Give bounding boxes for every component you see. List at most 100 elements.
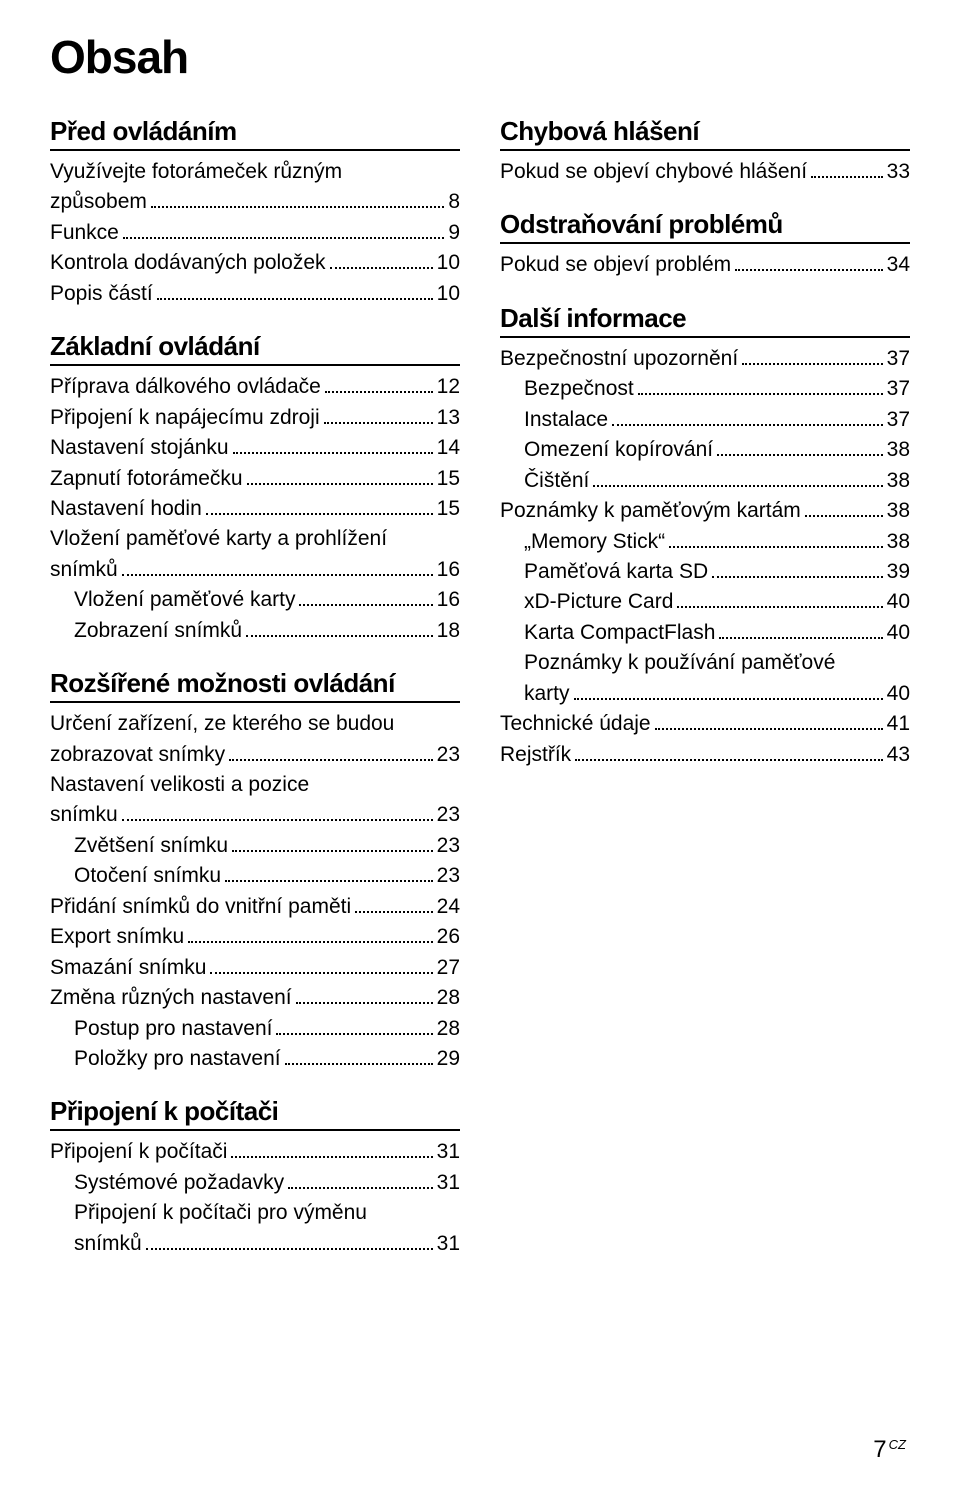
toc-leader-dots xyxy=(325,374,433,393)
toc-label: Kontrola dodávaných položek xyxy=(50,248,326,278)
toc-label: zobrazovat snímky xyxy=(50,740,225,770)
toc-leader-dots xyxy=(574,681,883,700)
toc-label: Pokud se objeví problém xyxy=(500,250,731,280)
toc-page: 23 xyxy=(437,831,460,861)
toc-leader-dots xyxy=(355,894,433,913)
toc-entry: Zapnutí fotorámečku15 xyxy=(50,464,460,494)
toc-leader-dots xyxy=(247,466,433,485)
toc-leader-dots xyxy=(206,496,433,515)
toc-label: Pokud se objeví chybové hlášení xyxy=(500,157,807,187)
toc-leader-dots xyxy=(575,742,882,761)
toc-entry: Poznámky k paměťovým kartám38 xyxy=(500,496,910,526)
toc-entry: snímků16 xyxy=(50,555,460,585)
toc-page: 37 xyxy=(887,374,910,404)
toc-label: xD-Picture Card xyxy=(524,587,673,617)
toc-label: Připojení k napájecímu zdroji xyxy=(50,403,320,433)
toc-label: Bezpečnostní upozornění xyxy=(500,344,738,374)
toc-page: 10 xyxy=(437,279,460,309)
toc-entry: Nastavení stojánku14 xyxy=(50,433,460,463)
toc-page: 37 xyxy=(887,344,910,374)
page-footer: 7CZ xyxy=(873,1436,906,1464)
toc-entry: „Memory Stick“38 xyxy=(500,527,910,557)
toc-entry: xD-Picture Card40 xyxy=(500,587,910,617)
toc-leader-dots xyxy=(811,159,883,178)
toc-entry: Export snímku26 xyxy=(50,922,460,952)
toc-leader-dots xyxy=(157,281,433,300)
toc-page: 40 xyxy=(887,618,910,648)
toc-entry: Pokud se objeví chybové hlášení 33 xyxy=(500,157,910,187)
toc-label: „Memory Stick“ xyxy=(524,527,665,557)
toc-entry: Nastavení hodin15 xyxy=(50,494,460,524)
toc-label: Otočení snímku xyxy=(74,861,221,891)
section-heading: Chybová hlášení xyxy=(500,116,910,151)
toc-page: 18 xyxy=(437,616,460,646)
toc-leader-dots xyxy=(735,253,883,272)
section-heading: Odstraňování problémů xyxy=(500,209,910,244)
toc-label: Položky pro nastavení xyxy=(74,1044,281,1074)
toc-page: 29 xyxy=(437,1044,460,1074)
toc-label: Popis částí xyxy=(50,279,153,309)
toc-page: 23 xyxy=(437,800,460,830)
toc-label: způsobem xyxy=(50,187,147,217)
toc-column-left: Před ovládáním Využívejte fotorámeček růz… xyxy=(50,116,460,1259)
toc-page: 15 xyxy=(437,494,460,524)
toc-entry: způsobem8 xyxy=(50,187,460,217)
toc-label: Instalace xyxy=(524,405,608,435)
toc-leader-dots xyxy=(229,742,433,761)
toc-entry: Systémové požadavky31 xyxy=(50,1168,460,1198)
toc-leader-dots xyxy=(717,437,883,456)
toc-entry: Položky pro nastavení 29 xyxy=(50,1044,460,1074)
toc-label: Funkce xyxy=(50,218,119,248)
toc-entry: Zobrazení snímků 18 xyxy=(50,616,460,646)
page-number: 7 xyxy=(873,1436,886,1463)
toc-label: snímku xyxy=(50,800,118,830)
toc-leader-dots xyxy=(225,863,433,882)
toc-page: 38 xyxy=(887,435,910,465)
toc-entry: Připojení k počítači 31 xyxy=(50,1137,460,1167)
toc-label: Zvětšení snímku xyxy=(74,831,228,861)
toc-entry: Kontrola dodávaných položek10 xyxy=(50,248,460,278)
toc-entry: snímku 23 xyxy=(50,800,460,830)
toc-leader-dots xyxy=(285,1046,433,1065)
toc-label: snímků xyxy=(74,1229,142,1259)
toc-leader-dots xyxy=(296,985,433,1004)
toc-entry: Připojení k napájecímu zdroji13 xyxy=(50,403,460,433)
toc-leader-dots xyxy=(122,557,433,576)
toc-page: 31 xyxy=(437,1137,460,1167)
toc-leader-dots xyxy=(719,620,882,639)
section-heading: Před ovládáním xyxy=(50,116,460,151)
toc-entry: Technické údaje41 xyxy=(500,709,910,739)
toc-leader-dots xyxy=(233,435,433,454)
toc-page: 33 xyxy=(887,157,910,187)
toc-label: Export snímku xyxy=(50,922,184,952)
toc-label-line: Využívejte fotorámeček různým xyxy=(50,157,460,187)
toc-page: 31 xyxy=(437,1168,460,1198)
toc-leader-dots xyxy=(122,803,433,822)
toc-leader-dots xyxy=(146,1231,433,1250)
toc-entry: Funkce9 xyxy=(50,218,460,248)
toc-page: 40 xyxy=(887,679,910,709)
toc-leader-dots xyxy=(151,190,444,209)
toc-leader-dots xyxy=(246,618,433,637)
toc-label-line: Vložení paměťové karty a prohlížení xyxy=(50,524,460,554)
toc-entry: Otočení snímku23 xyxy=(50,861,460,891)
toc-leader-dots xyxy=(712,559,883,578)
toc-page: 39 xyxy=(887,557,910,587)
toc-entry: Omezení kopírování38 xyxy=(500,435,910,465)
toc-leader-dots xyxy=(299,587,432,606)
toc-entry: Změna různých nastavení28 xyxy=(50,983,460,1013)
toc-label: karty xyxy=(524,679,570,709)
toc-label: Bezpečnost xyxy=(524,374,634,404)
toc-label: Připojení k počítači xyxy=(50,1137,227,1167)
toc-label-line: Určení zařízení, ze kterého se budou xyxy=(50,709,460,739)
toc-page: 15 xyxy=(437,464,460,494)
toc-page: 41 xyxy=(887,709,910,739)
toc-label: Zobrazení snímků xyxy=(74,616,242,646)
toc-label: Paměťová karta SD xyxy=(524,557,708,587)
toc-label-line: Nastavení velikosti a pozice xyxy=(50,770,460,800)
toc-page: 16 xyxy=(437,585,460,615)
toc-page: 27 xyxy=(437,953,460,983)
toc-leader-dots xyxy=(742,346,882,365)
toc-entry: Karta CompactFlash40 xyxy=(500,618,910,648)
toc-leader-dots xyxy=(188,924,432,943)
